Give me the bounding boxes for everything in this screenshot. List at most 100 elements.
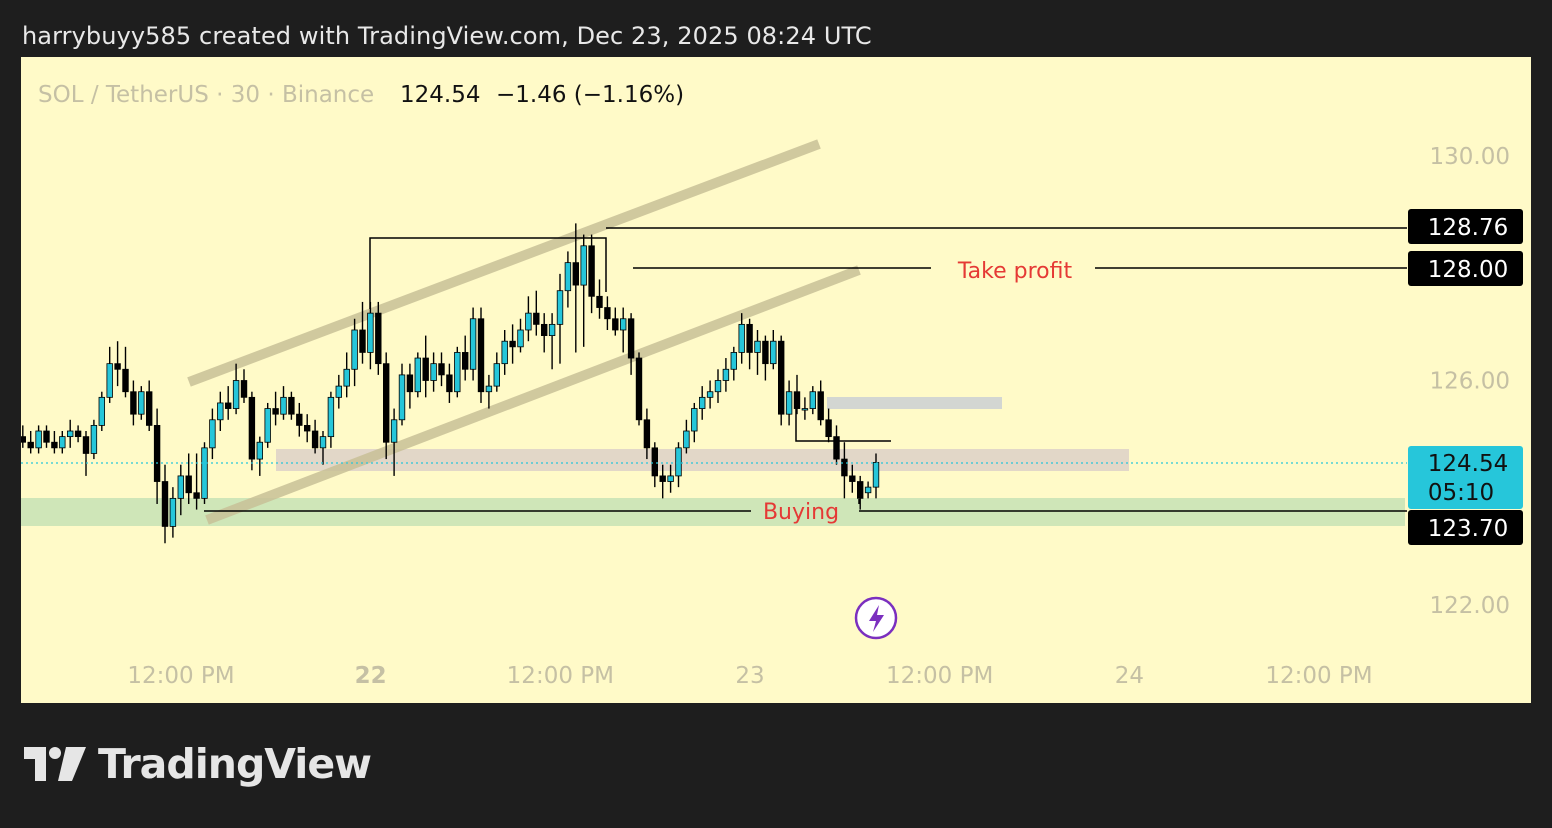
candle-body: [414, 357, 421, 393]
candle-body: [217, 402, 224, 421]
candle: [635, 352, 643, 426]
candle: [90, 419, 98, 460]
candle-body: [209, 419, 216, 449]
candle: [335, 374, 342, 409]
tag-entry: 123.70: [1408, 510, 1523, 545]
candle: [762, 335, 769, 381]
candle: [375, 301, 382, 375]
candle: [738, 313, 745, 364]
candle: [438, 352, 445, 387]
candle-body: [256, 441, 263, 460]
candle: [643, 408, 651, 460]
candle-body: [430, 363, 437, 381]
candle-body: [604, 307, 611, 320]
candle-body: [280, 396, 287, 415]
candle: [627, 313, 635, 375]
tag-high: 128.76: [1408, 209, 1523, 244]
candle-body: [359, 329, 366, 353]
candle: [232, 363, 240, 415]
candle-body: [541, 323, 548, 337]
candle-body: [849, 475, 856, 482]
candle: [596, 279, 603, 319]
candle: [446, 363, 453, 403]
breakout-bracket: [795, 406, 891, 442]
candle: [485, 374, 493, 409]
time-tick-label: 22: [355, 663, 387, 689]
candle: [43, 425, 50, 448]
candle-body: [303, 424, 311, 432]
candle-body: [675, 447, 682, 477]
candle: [533, 290, 540, 336]
candle-body: [153, 424, 161, 482]
candle: [280, 386, 287, 420]
candle-body: [27, 441, 34, 449]
candle: [461, 335, 469, 381]
candle-body: [841, 458, 848, 477]
candle-body: [651, 447, 658, 477]
price-tick-label: 130.00: [1430, 144, 1510, 170]
time-tick-label: 12:00 PM: [127, 663, 234, 689]
candle: [303, 414, 311, 443]
time-axis[interactable]: 12:00 PM 22 12:00 PM 23 12:00 PM 24 12:00 PM: [127, 663, 1372, 689]
candle-body: [367, 312, 374, 353]
candle: [572, 223, 579, 353]
candle: [351, 318, 358, 387]
swing-high-bracket: [369, 237, 607, 309]
candle-body: [398, 374, 406, 421]
candle: [801, 397, 809, 420]
channel-upper-line[interactable]: [187, 139, 821, 387]
candle-body: [461, 352, 469, 370]
candle-body: [833, 436, 840, 460]
candle-body: [240, 380, 248, 398]
tag-last-price-value: 124.54: [1428, 451, 1508, 477]
candle-body: [311, 430, 319, 449]
symbol-price: 124.54: [400, 82, 480, 108]
candle-body: [778, 340, 785, 415]
candle: [422, 335, 429, 398]
tag-entry-value: 123.70: [1428, 516, 1508, 542]
lightning-icon[interactable]: [854, 596, 898, 640]
candle: [469, 307, 477, 381]
candle-body: [517, 329, 524, 348]
tradingview-brand[interactable]: TradingView: [24, 740, 372, 788]
candle-body: [525, 312, 532, 331]
channel-lower-line[interactable]: [205, 265, 861, 525]
candle: [256, 436, 263, 476]
candle-body: [43, 430, 50, 443]
chart-credit: harrybuyy585 created with TradingView.co…: [22, 22, 872, 50]
candle-body: [343, 368, 350, 387]
price-axis[interactable]: 130.00 126.00 122.00: [1430, 144, 1510, 619]
candle-body: [825, 419, 832, 438]
tag-take-profit: 128.00: [1408, 251, 1523, 286]
candle-body: [699, 396, 706, 409]
candle-body: [746, 323, 753, 353]
candle-body: [264, 408, 271, 443]
candle-body: [193, 492, 200, 499]
candle: [841, 442, 848, 499]
symbol-name[interactable]: SOL / TetherUS · 30 · Binance: [38, 82, 374, 108]
candle: [359, 301, 366, 364]
candle-body: [612, 318, 619, 331]
candle: [691, 402, 698, 443]
chart-panel[interactable]: Take profit Buying SOL / TetherUS · 30 ·…: [0, 57, 1531, 703]
candle: [201, 442, 208, 504]
time-tick-label: 12:00 PM: [886, 663, 993, 689]
price-tick-label: 126.00: [1430, 369, 1510, 395]
candle: [114, 341, 121, 387]
candle-body: [67, 430, 74, 438]
candle-body: [469, 318, 477, 370]
take-profit-label: Take profit: [957, 259, 1073, 284]
candle: [548, 313, 556, 370]
candle-body: [501, 340, 508, 365]
candle-body: [19, 436, 26, 443]
time-tick-label: 12:00 PM: [1265, 663, 1372, 689]
candle: [367, 301, 374, 370]
price-chart[interactable]: Take profit Buying SOL / TetherUS · 30 ·…: [0, 57, 1531, 703]
candle: [59, 431, 66, 454]
gray-zone: [827, 397, 1002, 409]
candle-body: [375, 312, 382, 365]
candle: [667, 464, 674, 493]
candle: [248, 391, 256, 471]
candle: [240, 369, 248, 403]
candle: [169, 487, 177, 538]
